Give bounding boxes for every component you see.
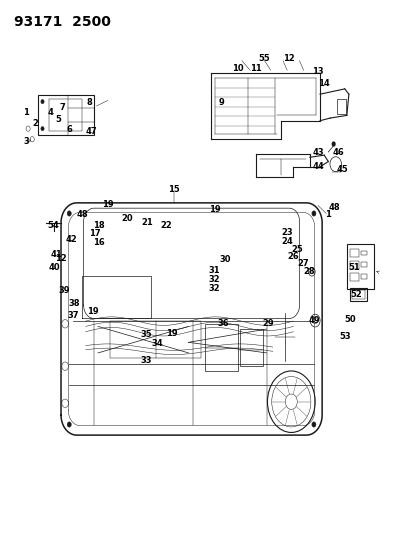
Text: 21: 21 (141, 218, 153, 227)
Bar (110, 321, 200, 358)
Text: 16: 16 (93, 238, 105, 247)
Text: 12: 12 (55, 254, 67, 263)
Circle shape (311, 422, 315, 427)
Text: 36: 36 (217, 319, 229, 328)
Bar (349, 273, 358, 281)
Text: 24: 24 (281, 237, 292, 246)
Text: 19: 19 (102, 200, 113, 209)
Text: 49: 49 (307, 316, 319, 325)
Text: 35: 35 (140, 330, 152, 339)
Text: 43: 43 (311, 148, 323, 157)
Circle shape (41, 100, 44, 104)
Text: 52: 52 (349, 289, 361, 298)
Text: 39: 39 (58, 286, 69, 295)
Text: 54: 54 (47, 221, 59, 230)
Bar (336, 99, 345, 114)
Bar (49, 100, 81, 131)
Circle shape (311, 211, 315, 216)
Text: 37: 37 (67, 311, 79, 320)
Text: 48: 48 (76, 210, 88, 219)
Text: 42: 42 (65, 236, 77, 245)
Bar (204, 324, 237, 372)
Text: 22: 22 (159, 221, 171, 230)
Bar (360, 251, 366, 255)
Text: 18: 18 (93, 221, 105, 230)
Bar (239, 329, 262, 366)
Bar (360, 274, 366, 279)
Bar (349, 261, 358, 269)
Text: 12: 12 (282, 54, 294, 63)
Text: 48: 48 (328, 203, 339, 212)
Text: 17: 17 (89, 229, 101, 238)
Text: 44: 44 (311, 163, 323, 171)
Text: 46: 46 (332, 148, 344, 157)
Text: 5: 5 (55, 115, 61, 124)
Text: 19: 19 (166, 329, 178, 338)
Text: 7: 7 (59, 103, 65, 112)
Text: 50: 50 (344, 315, 355, 324)
Text: 4: 4 (47, 108, 54, 117)
Text: 8: 8 (87, 98, 93, 107)
Text: 38: 38 (69, 299, 80, 308)
Bar (346, 244, 373, 289)
Text: 51: 51 (347, 263, 359, 272)
Circle shape (331, 141, 335, 147)
Bar (351, 290, 364, 299)
Text: 32: 32 (208, 284, 220, 293)
Text: 30: 30 (219, 255, 231, 264)
Text: 1: 1 (23, 108, 29, 117)
Circle shape (67, 422, 71, 427)
Text: 53: 53 (338, 332, 350, 341)
Text: 93171  2500: 93171 2500 (14, 14, 110, 29)
Text: 27: 27 (297, 260, 309, 268)
Text: 23: 23 (281, 228, 292, 237)
Text: 26: 26 (287, 253, 299, 262)
Text: 28: 28 (302, 268, 314, 276)
Text: 9: 9 (218, 98, 224, 107)
Text: 19: 19 (209, 205, 221, 214)
Bar (349, 249, 358, 257)
Circle shape (67, 211, 71, 216)
Text: 47: 47 (85, 127, 97, 136)
Text: 10: 10 (231, 64, 243, 73)
Text: 40: 40 (48, 263, 60, 272)
Bar (360, 262, 366, 267)
Text: 2: 2 (32, 119, 38, 128)
Text: 15: 15 (168, 185, 180, 194)
Bar (349, 288, 366, 301)
Text: 19: 19 (87, 307, 98, 316)
Text: 20: 20 (121, 214, 132, 223)
Text: 11: 11 (249, 64, 261, 73)
Text: 3: 3 (23, 138, 29, 147)
Text: 34: 34 (152, 339, 163, 348)
Text: 55: 55 (258, 54, 270, 63)
Text: 14: 14 (318, 79, 329, 88)
Text: 6: 6 (66, 125, 72, 134)
Text: 1: 1 (325, 210, 330, 219)
Text: 41: 41 (51, 251, 63, 260)
Circle shape (41, 126, 44, 131)
Bar (38, 95, 94, 135)
Text: 32: 32 (208, 275, 220, 284)
Text: 25: 25 (291, 245, 303, 254)
Text: 45: 45 (336, 166, 348, 174)
Text: 33: 33 (140, 357, 152, 366)
Text: 13: 13 (311, 67, 323, 76)
Text: 31: 31 (208, 266, 220, 274)
Text: 29: 29 (261, 319, 273, 328)
